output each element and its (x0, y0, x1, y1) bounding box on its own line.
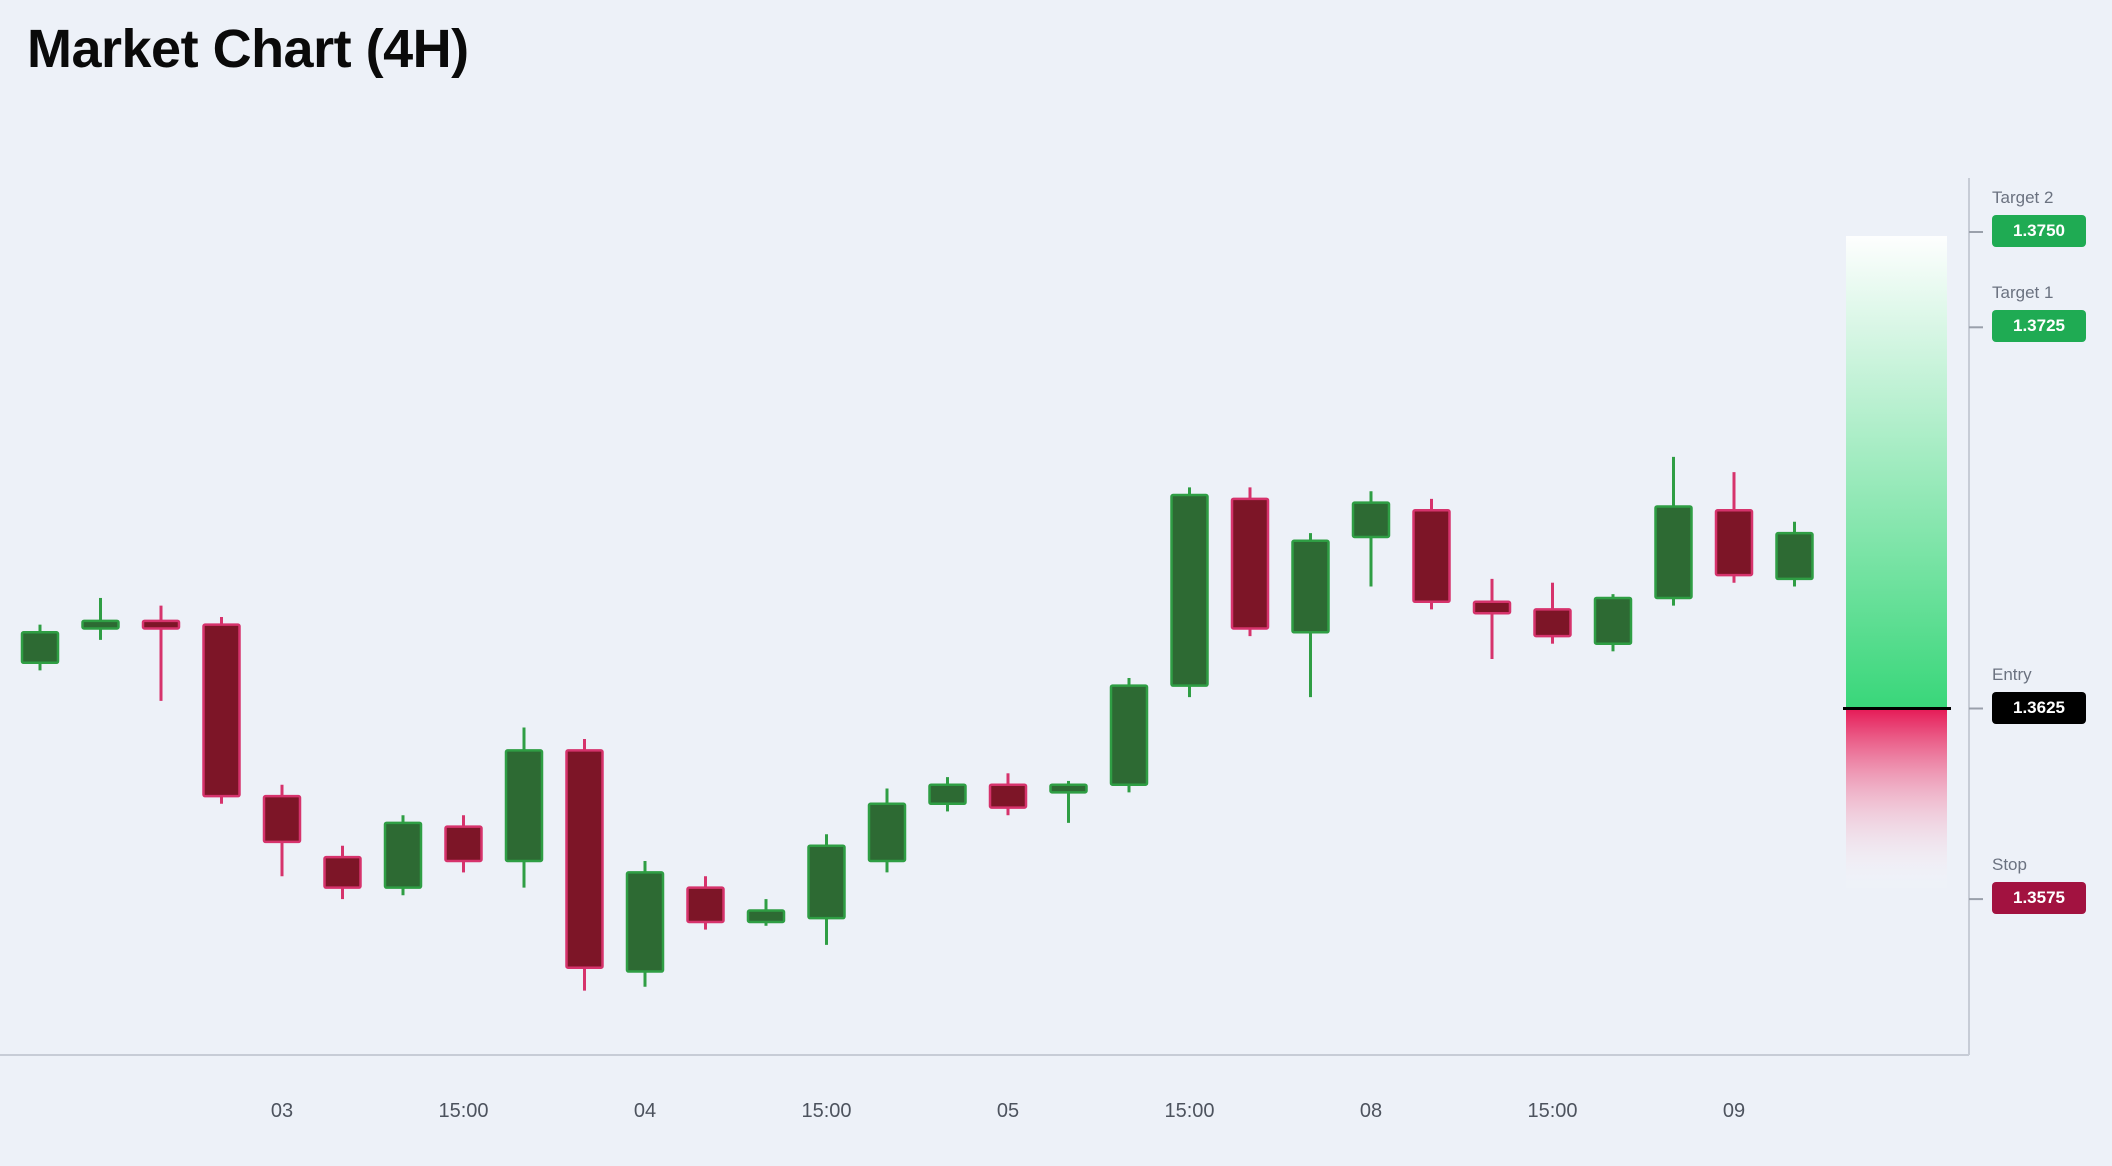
candle-body (746, 909, 786, 924)
stop-label: Stop (1992, 855, 2027, 875)
x-axis-tick-label: 04 (634, 1100, 656, 1122)
candle-body (1593, 596, 1633, 645)
x-axis-tick-label: 15:00 (1164, 1100, 1214, 1122)
price-level-stop: Stop 1.3575 (1992, 855, 2086, 915)
candle-body (202, 623, 241, 798)
price-level-target2: Target 2 1.3750 (1992, 188, 2086, 247)
target2-label: Target 2 (1992, 188, 2054, 207)
candle-body (383, 821, 423, 889)
candle-body (81, 619, 120, 630)
candle-body (867, 802, 907, 863)
target2-price-badge: 1.3750 (1992, 215, 2086, 247)
x-axis-tick-label: 09 (1723, 1100, 1745, 1122)
candle-body (1049, 783, 1088, 794)
entry-label: Entry (1992, 664, 2032, 684)
entry-price-badge: 1.3625 (1992, 691, 2086, 724)
price-level-target1: Target 1 1.3725 (1992, 283, 2086, 343)
candle-body (1170, 493, 1209, 687)
x-axis-tick-label: 15:00 (438, 1100, 488, 1122)
candle-body (323, 855, 362, 889)
price-level-entry: Entry 1.3625 (1992, 665, 2086, 724)
candle-body (565, 749, 604, 969)
x-axis-tick-label: 15:00 (801, 1100, 851, 1122)
candle-body (1775, 531, 1814, 581)
candle-body (1230, 497, 1270, 630)
page-title: Market Chart (4H) (27, 19, 469, 79)
reward-zone (1846, 236, 1947, 709)
candle-body (1472, 600, 1512, 615)
candle-body (807, 844, 846, 920)
candle-body (1291, 539, 1330, 634)
candle-body (444, 825, 483, 863)
candle-body (504, 749, 544, 863)
candle-body (1109, 684, 1149, 786)
target1-price-badge: 1.3725 (1992, 310, 2086, 343)
stop-price-badge: 1.3575 (1992, 882, 2086, 915)
candle-body (1412, 509, 1451, 604)
candle-body (1351, 501, 1391, 539)
candle-body (988, 783, 1028, 809)
target1-label: Target 1 (1992, 283, 2054, 303)
x-axis-tick-label: 03 (271, 1100, 293, 1122)
candle-body (20, 631, 60, 665)
candle-body (1654, 505, 1693, 600)
candle-body (686, 886, 725, 924)
risk-zone (1846, 708, 1947, 889)
candle-body (625, 871, 665, 973)
x-axis-tick-label: 15:00 (1527, 1100, 1577, 1122)
x-axis-tick-label: 08 (1360, 1100, 1382, 1122)
candle-body (1533, 608, 1572, 638)
x-axis-tick-label: 05 (997, 1100, 1019, 1122)
candle-body (141, 619, 181, 630)
candle-body (262, 794, 302, 844)
candle-body (1714, 509, 1754, 577)
candle-body (928, 783, 967, 806)
